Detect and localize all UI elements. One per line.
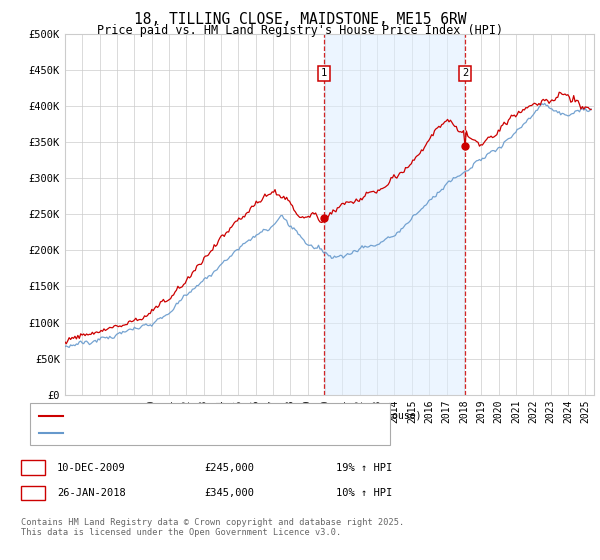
Text: £245,000: £245,000 bbox=[204, 463, 254, 473]
Text: Contains HM Land Registry data © Crown copyright and database right 2025.
This d: Contains HM Land Registry data © Crown c… bbox=[21, 518, 404, 538]
Text: 18, TILLING CLOSE, MAIDSTONE, ME15 6RW: 18, TILLING CLOSE, MAIDSTONE, ME15 6RW bbox=[134, 12, 466, 27]
Text: 18, TILLING CLOSE, MAIDSTONE, ME15 6RW (semi-detached house): 18, TILLING CLOSE, MAIDSTONE, ME15 6RW (… bbox=[69, 411, 421, 421]
Text: 10% ↑ HPI: 10% ↑ HPI bbox=[336, 488, 392, 498]
Text: 19% ↑ HPI: 19% ↑ HPI bbox=[336, 463, 392, 473]
Text: HPI: Average price, semi-detached house, Maidstone: HPI: Average price, semi-detached house,… bbox=[69, 428, 363, 438]
Bar bbox=[324, 34, 465, 395]
Text: 26-JAN-2018: 26-JAN-2018 bbox=[57, 488, 126, 498]
Text: 1: 1 bbox=[30, 463, 36, 473]
Text: 2: 2 bbox=[30, 488, 36, 498]
Text: £345,000: £345,000 bbox=[204, 488, 254, 498]
Text: Price paid vs. HM Land Registry's House Price Index (HPI): Price paid vs. HM Land Registry's House … bbox=[97, 24, 503, 37]
Text: 1: 1 bbox=[321, 68, 327, 78]
Text: 2: 2 bbox=[462, 68, 468, 78]
Text: 10-DEC-2009: 10-DEC-2009 bbox=[57, 463, 126, 473]
